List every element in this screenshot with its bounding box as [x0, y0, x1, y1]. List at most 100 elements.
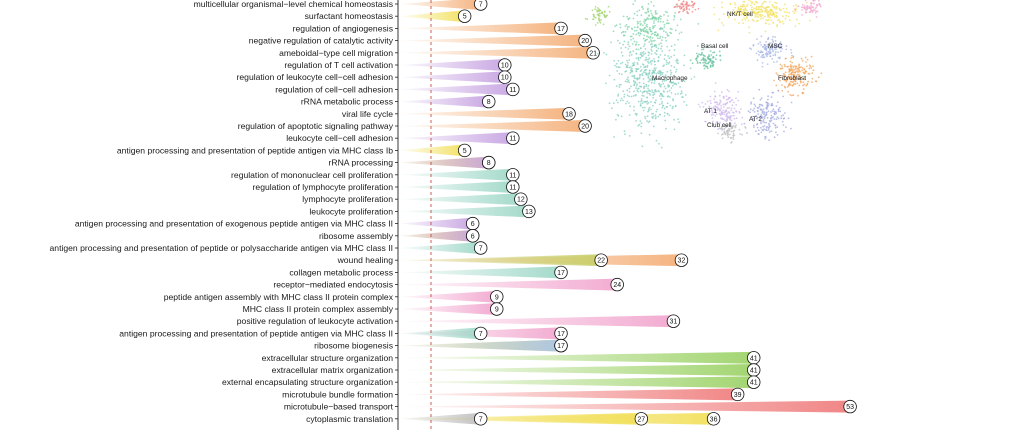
umap-point — [756, 59, 759, 62]
lollipop-wedge — [399, 83, 513, 96]
umap-point — [776, 126, 779, 128]
umap-point — [755, 20, 758, 23]
umap-point — [744, 127, 747, 129]
umap-point — [729, 11, 732, 14]
umap-point — [765, 114, 768, 116]
umap-point — [660, 42, 662, 45]
umap-point — [798, 84, 801, 87]
umap-point — [761, 65, 764, 68]
umap-point — [792, 84, 794, 86]
umap-point — [779, 79, 781, 82]
umap-point — [665, 127, 667, 130]
umap-point — [637, 59, 640, 61]
umap-point — [725, 131, 728, 133]
lollipop-head — [465, 229, 480, 243]
lollipop-head — [506, 131, 520, 145]
umap-point — [650, 81, 653, 84]
umap-point — [772, 41, 775, 43]
umap-point — [794, 72, 796, 74]
umap-point — [653, 58, 655, 60]
umap-point — [781, 67, 784, 70]
lollipop-wedge — [399, 132, 513, 145]
umap-point — [651, 32, 654, 35]
umap-point — [749, 111, 751, 114]
umap-point — [644, 90, 646, 92]
umap-point — [732, 124, 735, 127]
umap-point — [666, 102, 669, 105]
umap-point — [773, 61, 775, 63]
umap-point — [782, 15, 784, 18]
umap-point — [778, 106, 781, 109]
umap-point — [670, 71, 673, 74]
umap-point — [647, 84, 650, 87]
umap-point — [788, 12, 791, 14]
umap-point — [596, 22, 599, 24]
umap-point — [776, 134, 779, 136]
umap-point — [801, 67, 804, 69]
umap-point — [754, 105, 757, 107]
umap-point — [790, 94, 793, 97]
umap-point — [633, 40, 636, 43]
umap-point — [775, 118, 778, 121]
gene-count-label: 17 — [557, 343, 565, 350]
umap-point — [779, 45, 782, 48]
umap-point — [712, 113, 715, 116]
umap-point — [703, 64, 706, 66]
umap-point — [737, 90, 740, 93]
umap-point — [624, 31, 627, 33]
umap-point — [659, 54, 662, 56]
umap-point — [796, 18, 798, 21]
umap-point — [710, 102, 712, 105]
umap-point — [769, 51, 772, 54]
umap-point — [819, 3, 821, 6]
umap-point — [631, 75, 634, 78]
umap-point — [640, 122, 643, 124]
umap-point — [651, 72, 653, 75]
umap-point — [759, 41, 762, 44]
umap-point — [651, 91, 654, 93]
umap-point — [655, 67, 657, 69]
umap-point — [639, 47, 642, 50]
umap-point — [599, 21, 602, 24]
umap-point — [660, 45, 663, 48]
umap-point — [666, 61, 669, 64]
umap-point — [805, 61, 807, 63]
umap-point — [641, 94, 644, 97]
umap-point — [757, 133, 760, 136]
umap-point — [691, 62, 694, 65]
gene-count-label: 41 — [750, 380, 758, 387]
umap-point — [768, 10, 771, 13]
umap-point — [798, 22, 800, 25]
umap-point — [715, 54, 718, 57]
umap-point — [644, 27, 646, 29]
gene-count-label: 41 — [750, 355, 758, 362]
umap-point — [798, 64, 800, 67]
umap-point — [775, 105, 778, 107]
umap-point — [704, 55, 706, 57]
umap-point — [653, 71, 656, 74]
umap-point — [713, 13, 716, 16]
umap-point — [644, 59, 647, 61]
umap-point — [721, 1, 723, 4]
umap-point — [661, 80, 664, 83]
umap-point — [645, 25, 647, 27]
umap-point — [714, 82, 717, 84]
umap-point — [721, 137, 724, 140]
umap-point — [716, 101, 718, 104]
umap-point — [758, 105, 761, 108]
umap-point — [632, 37, 635, 40]
umap-point — [754, 14, 757, 16]
gene-count-label: 11 — [509, 185, 516, 192]
umap-point — [733, 107, 736, 110]
umap-point — [764, 30, 767, 33]
gene-count-label: 10 — [501, 75, 509, 82]
umap-point — [663, 115, 666, 117]
umap-point — [654, 69, 657, 71]
umap-point — [785, 7, 788, 10]
umap-point — [811, 77, 814, 80]
umap-point — [785, 80, 788, 83]
lollipop-wedge — [399, 22, 562, 35]
umap-point — [768, 124, 771, 126]
umap-point — [796, 82, 799, 85]
umap-point — [718, 94, 721, 97]
